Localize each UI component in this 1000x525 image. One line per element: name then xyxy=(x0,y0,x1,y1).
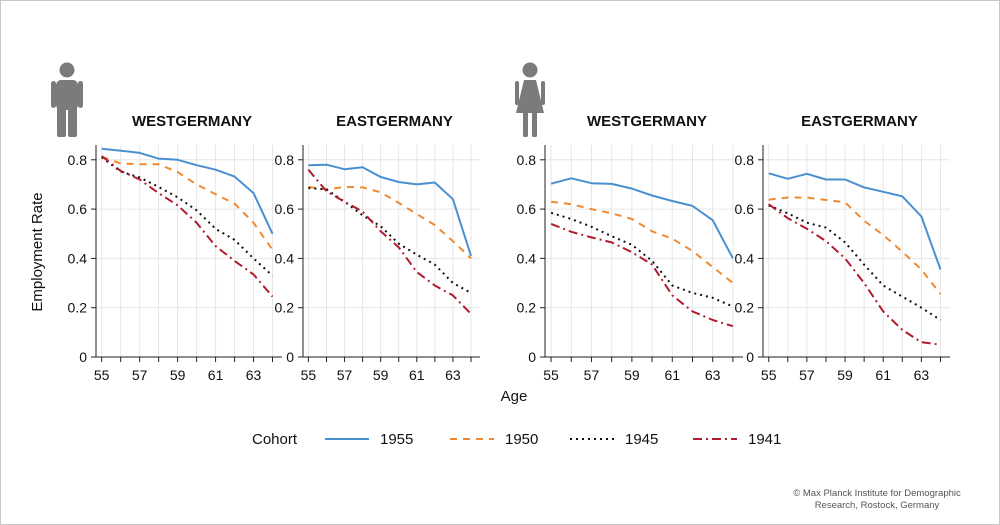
y-tick-label: 0 xyxy=(746,349,754,365)
legend-label-1941: 1941 xyxy=(748,431,781,448)
x-tick-label: 63 xyxy=(246,367,262,383)
series-line-1941 xyxy=(768,203,941,346)
credit-line-1: © Max Planck Institute for Demographic xyxy=(793,488,961,499)
series-line-1955 xyxy=(768,172,942,270)
y-tick-label: 0.4 xyxy=(517,250,537,266)
series-line-1955 xyxy=(550,177,734,259)
legend-label-1955: 1955 xyxy=(380,431,413,448)
series-line-1955 xyxy=(308,163,472,257)
y-axis-title: Employment Rate xyxy=(29,192,46,311)
x-tick-label: 61 xyxy=(875,367,891,383)
icon-head xyxy=(522,62,538,78)
series-line-1945 xyxy=(550,211,734,308)
series-line-1941 xyxy=(307,169,472,315)
x-tick-label: 57 xyxy=(132,367,148,383)
series-line-1950 xyxy=(550,200,734,284)
y-tick-label: 0.8 xyxy=(735,152,755,168)
x-tick-label: 55 xyxy=(761,367,777,383)
man-icon xyxy=(51,62,83,137)
x-axis-title: Age xyxy=(501,388,528,405)
icon-arm xyxy=(515,81,519,105)
icon-dress xyxy=(516,80,544,113)
series-line-1950 xyxy=(308,185,472,260)
x-tick-label: 57 xyxy=(337,367,353,383)
woman-icon xyxy=(515,62,545,137)
x-tick-label: 57 xyxy=(584,367,600,383)
y-tick-label: 0.8 xyxy=(68,152,88,168)
icon-leg xyxy=(57,106,66,137)
y-tick-label: 0.6 xyxy=(517,201,537,217)
icon-arm xyxy=(51,81,56,108)
panel-3: 55 57 59 61 63 0 0.2 0.4 0.6 0.8 WESTGERMANY xyxy=(517,113,743,383)
panel-2: 55 57 59 61 63 0 0.2 0.4 0.6 0.8 EASTGERMANY xyxy=(275,113,480,383)
y-tick-label: 0.4 xyxy=(275,250,295,266)
x-tick-label: 55 xyxy=(301,367,317,383)
series-line-1955 xyxy=(101,147,274,235)
panel-4: 55 57 59 61 63 0 0.2 0.4 0.6 0.8 EASTGERMANY xyxy=(735,113,950,383)
series-line-1941 xyxy=(101,155,274,298)
y-tick-label: 0.6 xyxy=(735,201,755,217)
icon-leg xyxy=(532,112,537,137)
y-tick-label: 0.2 xyxy=(517,300,537,316)
y-tick-label: 0.2 xyxy=(275,300,295,316)
x-tick-label: 63 xyxy=(445,367,461,383)
y-tick-label: 0.6 xyxy=(68,201,88,217)
y-tick-label: 0 xyxy=(286,349,294,365)
icon-arm xyxy=(78,81,83,108)
y-tick-label: 0.6 xyxy=(275,201,295,217)
legend: Cohort 1955 1950 1945 1941 xyxy=(252,431,781,448)
series-line-1941 xyxy=(550,222,734,328)
panel-title: EASTGERMANY xyxy=(801,113,918,130)
x-tick-label: 59 xyxy=(837,367,853,383)
x-tick-label: 61 xyxy=(664,367,680,383)
series-line-1950 xyxy=(101,155,274,251)
icon-leg xyxy=(523,112,528,137)
y-tick-label: 0.8 xyxy=(275,152,295,168)
icon-arm xyxy=(541,81,545,105)
icon-head xyxy=(59,62,75,78)
credit-line-2: Research, Rostock, Germany xyxy=(814,500,940,511)
y-tick-label: 0 xyxy=(79,349,87,365)
x-tick-label: 59 xyxy=(170,367,186,383)
y-tick-label: 0.2 xyxy=(735,300,755,316)
series-line-1945 xyxy=(101,156,274,277)
x-tick-label: 63 xyxy=(705,367,721,383)
x-tick-label: 63 xyxy=(914,367,930,383)
panel-title: WESTGERMANY xyxy=(132,113,252,130)
y-tick-label: 0.8 xyxy=(517,152,537,168)
x-tick-label: 57 xyxy=(799,367,815,383)
y-tick-label: 0.4 xyxy=(68,250,88,266)
legend-label-1945: 1945 xyxy=(625,431,658,448)
y-tick-label: 0.4 xyxy=(735,250,755,266)
y-tick-label: 0.2 xyxy=(68,300,88,316)
copyright-credit: © Max Planck Institute for Demographic R… xyxy=(772,488,982,512)
x-tick-label: 55 xyxy=(543,367,559,383)
legend-label-1950: 1950 xyxy=(505,431,538,448)
x-tick-label: 59 xyxy=(373,367,389,383)
series-line-1945 xyxy=(768,204,942,321)
x-tick-label: 61 xyxy=(409,367,425,383)
x-tick-label: 55 xyxy=(94,367,110,383)
icon-torso xyxy=(56,80,78,110)
panel-title: EASTGERMANY xyxy=(336,113,453,130)
x-tick-label: 61 xyxy=(208,367,224,383)
icon-leg xyxy=(68,106,77,137)
y-tick-label: 0 xyxy=(528,349,536,365)
legend-title: Cohort xyxy=(252,431,298,448)
panel-1: 55 57 59 61 63 0 0.2 0.4 0.6 0.8 WESTGERMANY xyxy=(68,113,282,383)
series-line-1945 xyxy=(308,187,472,294)
panel-title: WESTGERMANY xyxy=(587,113,707,130)
x-tick-label: 59 xyxy=(624,367,640,383)
series-line-1950 xyxy=(768,196,942,295)
